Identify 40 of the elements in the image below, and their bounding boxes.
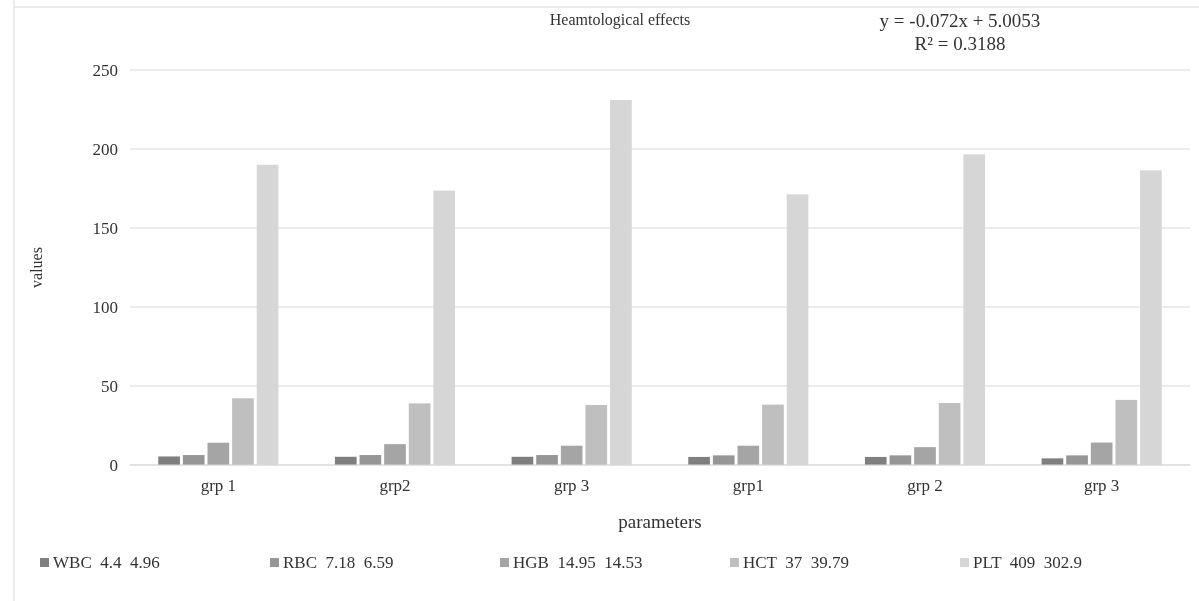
text: R² = 0.3188 [914, 33, 1006, 54]
x-tick-label: grp 3 [1083, 476, 1120, 496]
bar [938, 403, 961, 465]
bar [762, 404, 784, 465]
bar [384, 444, 406, 465]
bar [182, 455, 205, 465]
x-tick-label: grp 3 [553, 476, 590, 496]
x-tick-label: grp 1 [200, 476, 237, 496]
x-tick-label: grp1 [732, 476, 764, 496]
text: y = -0.072x + 5.0053 [879, 10, 1041, 31]
x-tick-label: grp 2 [907, 476, 943, 496]
bar [536, 455, 558, 465]
legend-label: HCT 37 39.79 [743, 553, 849, 572]
bar [408, 403, 431, 465]
bar [712, 455, 735, 465]
bar [914, 447, 936, 465]
legend-label: HGB 14.95 14.53 [513, 553, 643, 572]
y-tick-label: 50 [101, 376, 118, 396]
y-tick-label: 100 [92, 297, 118, 317]
y-tick-label: 250 [92, 60, 118, 80]
y-axis-title: values [28, 247, 45, 288]
bar [1115, 399, 1138, 465]
legend-label: PLT 409 302.9 [973, 553, 1083, 572]
y-tick-label: 0 [109, 455, 118, 475]
bar [560, 445, 583, 465]
bar [889, 455, 912, 465]
y-tick-label: 150 [92, 218, 118, 238]
x-tick-label: grp2 [379, 476, 411, 496]
legend-label: RBC 7.18 6.59 [283, 553, 394, 572]
bar [1066, 455, 1088, 465]
x-axis-title: parameters [618, 511, 702, 532]
chart-title: Heamtological effects [549, 11, 691, 29]
bar [158, 456, 180, 465]
y-tick-label: 200 [92, 139, 118, 159]
legend-label: WBC 4.4 4.96 [53, 553, 160, 572]
bar [207, 442, 230, 465]
bar [585, 404, 608, 465]
bar [1090, 442, 1113, 465]
bar [737, 445, 760, 465]
bar [232, 398, 254, 465]
